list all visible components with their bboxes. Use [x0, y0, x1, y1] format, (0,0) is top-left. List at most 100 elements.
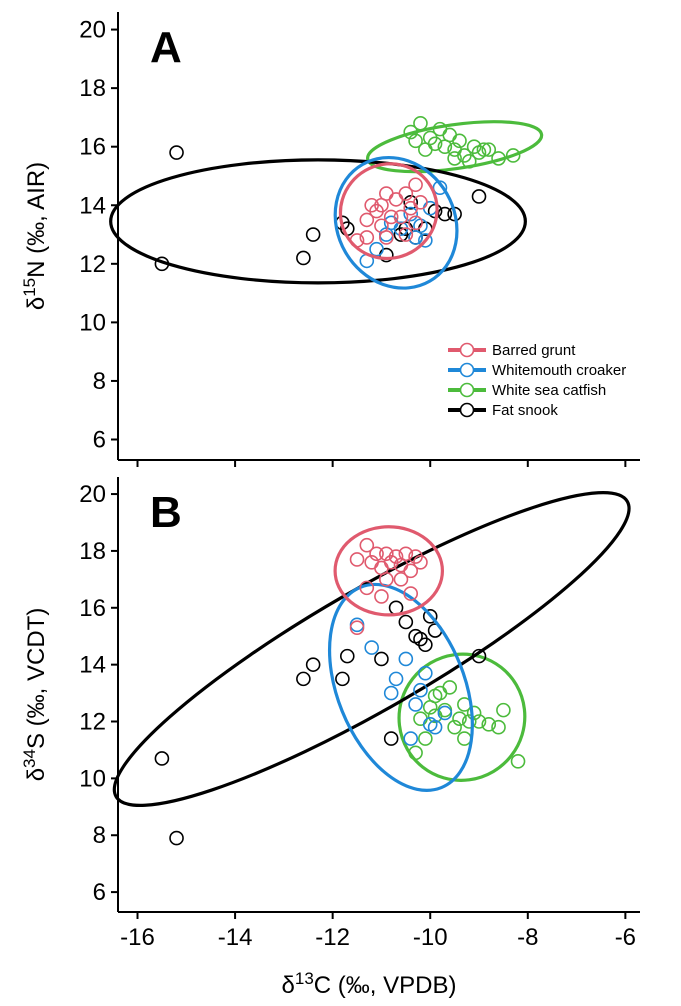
data-point [403, 563, 419, 579]
data-point [393, 209, 409, 225]
data-point [505, 148, 521, 163]
data-point [403, 586, 419, 601]
data-point [481, 717, 497, 732]
ellipse-white-sea-catfish [397, 652, 527, 782]
data-point [413, 195, 428, 210]
data-point [447, 719, 462, 735]
x-tick-label: -16 [120, 924, 155, 951]
data-point [413, 115, 428, 131]
y-tick-label: 8 [93, 368, 106, 395]
data-point [169, 830, 184, 846]
data-point [335, 671, 350, 687]
data-point [393, 572, 409, 587]
series-white-sea-catfish [397, 652, 527, 782]
data-point [398, 186, 414, 201]
data-point [408, 177, 423, 193]
data-point [388, 671, 404, 687]
x-tick-label: -14 [218, 924, 253, 951]
data-point [466, 705, 482, 721]
y-axis-title-text: S (‰, VCDT) [23, 608, 50, 749]
ellipse-barred-grunt [338, 162, 439, 261]
data-point [476, 142, 492, 157]
data-point [432, 685, 448, 701]
y-axis-title-sup: 34 [20, 749, 39, 768]
x-axis-title-sup: 13 [295, 969, 314, 988]
x-axis-title-delta: δ [282, 972, 295, 999]
data-point [305, 657, 321, 672]
y-tick-label: 6 [93, 427, 106, 454]
data-point [398, 651, 414, 667]
data-point [369, 241, 384, 257]
x-axis-title: δ13C (‰, VPDB) [282, 969, 457, 999]
legend-label: White sea catfish [492, 382, 606, 399]
data-point [154, 751, 170, 766]
legend-label: Fat snook [492, 402, 558, 419]
data-point [383, 731, 399, 746]
data-point [437, 139, 453, 154]
data-point [388, 192, 404, 207]
data-point [427, 719, 443, 735]
data-point [413, 711, 428, 726]
data-point [510, 754, 526, 769]
data-point [359, 537, 375, 553]
data-point [457, 731, 472, 746]
data-point [418, 637, 433, 653]
data-point [369, 546, 384, 562]
ellipse-fat-snook [112, 491, 631, 807]
y-tick-label: 12 [79, 251, 106, 278]
x-tick-label: -8 [517, 924, 538, 951]
data-point [437, 702, 453, 718]
y-axis-title-delta: δ [23, 297, 50, 310]
y-tick-label: 10 [79, 765, 106, 792]
legend-marker [459, 402, 475, 418]
data-point [388, 549, 404, 564]
data-point [452, 711, 467, 726]
y-axis-title-sup: 15 [20, 278, 39, 297]
data-point [379, 186, 394, 201]
data-point [379, 230, 394, 245]
ellipse-white-sea-catfish [366, 120, 544, 174]
data-point [447, 151, 462, 166]
data-point [418, 665, 433, 681]
data-point [481, 142, 497, 157]
ellipse-barred-grunt [333, 525, 445, 617]
data-point [403, 206, 419, 222]
y-tick-label: 14 [79, 192, 106, 219]
data-point [374, 589, 389, 604]
y-tick-label: 12 [79, 709, 106, 736]
ellipse-whitemouth-croaker [327, 582, 474, 792]
y-axis-title-text: N (‰, AIR) [23, 162, 50, 278]
series-fat-snook [112, 491, 631, 846]
data-point [452, 133, 467, 149]
y-tick-label: 20 [79, 17, 106, 44]
data-point [364, 197, 379, 213]
y-tick-label: 16 [79, 134, 106, 161]
data-point [413, 554, 428, 570]
series-barred-grunt [338, 162, 439, 261]
data-point [413, 682, 428, 698]
data-point [491, 719, 506, 735]
y-tick-label: 8 [93, 822, 106, 849]
data-point [496, 702, 511, 718]
data-point [403, 731, 419, 746]
data-point [398, 614, 414, 630]
legend-label: Whitemouth croaker [492, 362, 626, 379]
y-tick-label: 6 [93, 879, 106, 906]
data-point [408, 215, 423, 231]
data-point [383, 209, 399, 225]
y-tick-label: 18 [79, 75, 106, 102]
panel-letter: B [150, 488, 182, 537]
data-point [418, 731, 433, 746]
y-tick-label: 14 [79, 652, 106, 679]
data-point [364, 640, 379, 655]
y-tick-label: 16 [79, 595, 106, 622]
x-tick-label: -6 [615, 924, 636, 951]
data-point [413, 631, 428, 647]
y-tick-label: 10 [79, 309, 106, 336]
legend-marker [459, 382, 475, 398]
data-point [398, 546, 414, 562]
data-point [461, 714, 477, 729]
data-point [359, 212, 375, 228]
